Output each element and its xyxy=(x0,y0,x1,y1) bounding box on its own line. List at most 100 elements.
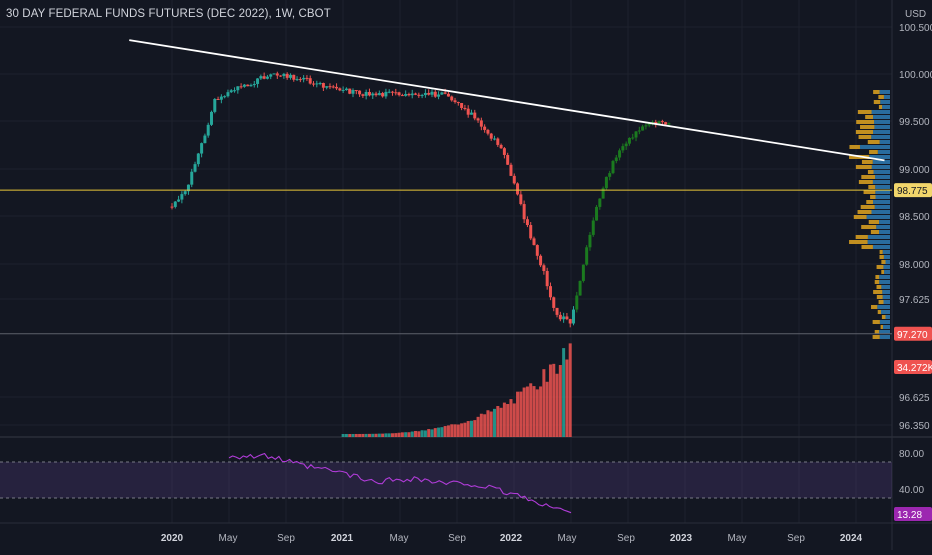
candle-body xyxy=(364,91,368,96)
volume-bar xyxy=(390,433,394,437)
candle-body xyxy=(417,94,421,96)
volume-profile-bar xyxy=(882,295,890,299)
candle-body xyxy=(282,73,286,77)
volume-bar xyxy=(446,425,450,437)
volume-profile-bar xyxy=(881,315,886,319)
volume-profile-bar xyxy=(879,330,890,334)
candle-body xyxy=(614,157,618,162)
volume-profile-bar xyxy=(878,95,884,99)
volume-profile-bar xyxy=(879,230,890,234)
candle-body xyxy=(598,198,602,207)
volume-bar xyxy=(384,433,388,437)
volume-profile-bar xyxy=(859,145,890,149)
candle-body xyxy=(496,138,500,145)
volume-badge-bg xyxy=(894,360,932,374)
candle-body xyxy=(206,124,210,136)
volume-profile-bar xyxy=(871,135,890,139)
volume-profile-bar xyxy=(879,250,883,254)
candle-body xyxy=(288,74,292,78)
axes: 100.500 100.000 99.500 99.000 98.500 98.000 97… xyxy=(161,9,932,544)
candle-body xyxy=(493,138,497,140)
candle-body xyxy=(190,171,194,185)
candle-body xyxy=(463,107,467,109)
volume-bar xyxy=(354,433,358,437)
volume-profile-bar xyxy=(885,315,890,319)
volume-profile-bar xyxy=(868,220,880,224)
volume-profile-bar xyxy=(877,150,890,154)
volume-bar xyxy=(545,381,549,437)
volume-badge: 34.272K xyxy=(897,363,932,374)
candle-body xyxy=(262,76,266,79)
volume-profile-bar xyxy=(872,245,890,249)
candle-body xyxy=(506,154,510,165)
candle-body xyxy=(512,175,516,184)
candle-body xyxy=(173,201,177,207)
volume-bar xyxy=(493,408,497,437)
candle-body xyxy=(529,225,533,239)
currency-label: USD xyxy=(905,9,926,20)
trendline xyxy=(129,39,885,162)
candle-body xyxy=(641,126,645,131)
volume-bar xyxy=(420,430,424,437)
volume-bar xyxy=(532,386,536,437)
candle-body xyxy=(259,76,263,79)
volume-bar xyxy=(509,399,513,437)
volume-profile-bar xyxy=(861,225,877,229)
candle-body xyxy=(256,78,260,84)
candle-body xyxy=(634,131,638,138)
volume-profile-bar xyxy=(855,165,872,169)
candle-body xyxy=(460,103,464,108)
candle-body xyxy=(295,79,299,81)
volume-profile-bar xyxy=(857,110,872,114)
candle-body xyxy=(348,88,352,94)
volume-profile-bar xyxy=(872,180,890,184)
volume-bar xyxy=(453,424,457,437)
volume-bar xyxy=(394,433,398,437)
candle-body xyxy=(522,204,526,220)
volume-bar xyxy=(407,432,411,437)
candle-body xyxy=(183,191,187,195)
rsi-line xyxy=(228,452,572,514)
candle-body xyxy=(180,194,184,200)
time-tick-label: May xyxy=(219,533,238,544)
candle-body xyxy=(446,93,450,97)
candle-body xyxy=(542,265,546,272)
last-price-badge-bg xyxy=(894,183,932,198)
candle-body xyxy=(387,91,391,93)
candle-body xyxy=(213,98,217,112)
candle-body xyxy=(239,86,243,88)
candle-body xyxy=(367,91,371,96)
candle-body xyxy=(272,73,276,75)
volume-profile xyxy=(849,90,890,339)
candle-body xyxy=(647,122,651,126)
candle-body xyxy=(486,129,490,134)
volume-profile-bar xyxy=(870,230,880,234)
volume-profile-bar xyxy=(873,115,890,119)
time-tick-label: May xyxy=(390,533,409,544)
volume-bar xyxy=(552,363,556,437)
candle-body xyxy=(552,297,556,308)
volume-bar xyxy=(499,407,503,437)
volume-profile-bar xyxy=(863,190,876,194)
volume-profile-bar xyxy=(869,150,878,154)
time-tick-label: 2020 xyxy=(161,533,184,544)
candle-body xyxy=(660,121,664,123)
candle-body xyxy=(200,143,204,154)
candle-body xyxy=(650,121,654,123)
volume-bar xyxy=(377,433,381,437)
volume-profile-bar xyxy=(873,200,890,204)
candle-body xyxy=(269,74,273,77)
volume-profile-bar xyxy=(860,125,875,129)
volume-profile-bar xyxy=(871,110,890,114)
volume-profile-bar xyxy=(883,255,890,259)
volume-bar xyxy=(440,427,444,437)
volume-profile-bar xyxy=(867,140,880,144)
candle-body xyxy=(469,112,473,115)
volume-bar xyxy=(427,429,431,437)
volume-bar xyxy=(473,420,477,437)
candle-body xyxy=(325,86,329,88)
volume-profile-bar xyxy=(867,170,874,174)
candle-body xyxy=(627,137,631,144)
